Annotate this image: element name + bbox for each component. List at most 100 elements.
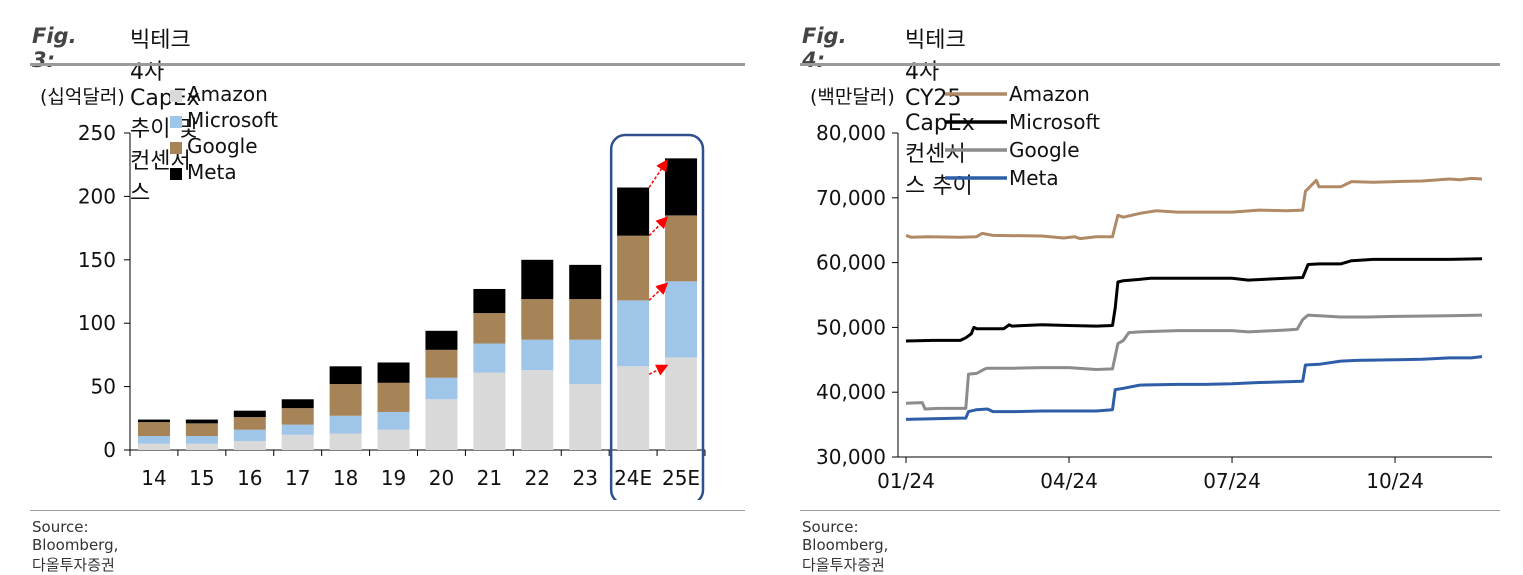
bar-segment-amazon <box>569 384 602 450</box>
growth-arrow-meta <box>648 159 668 188</box>
fig3-number: Fig. 3: <box>32 24 77 72</box>
bar-segment-google <box>617 235 650 301</box>
bar-segment-microsoft <box>521 339 554 371</box>
bar-segment-amazon <box>665 357 698 450</box>
fig4-top-rule <box>800 63 1500 66</box>
bar-x-tick-label: 15 <box>189 466 214 490</box>
bar-legend-label: Meta <box>187 160 237 184</box>
bar-y-tick-label: 200 <box>78 184 116 208</box>
bar-segment-google <box>521 299 554 340</box>
bar-segment-amazon <box>473 372 506 450</box>
bar-x-tick-label: 17 <box>285 466 310 490</box>
bar-segment-amazon <box>281 434 314 450</box>
bar-segment-microsoft <box>473 343 506 373</box>
line-series-google <box>905 313 1483 411</box>
bar-segment-microsoft <box>281 424 314 435</box>
bar-x-tick-label: 22 <box>525 466 550 490</box>
bar-segment-amazon <box>377 429 410 450</box>
bar-segment-amazon <box>425 399 458 450</box>
bar-x-tick-label: 24E <box>614 466 652 490</box>
forecast-highlight-box <box>609 133 705 500</box>
line-legend-label: Amazon <box>1009 82 1090 106</box>
bar-segment-microsoft <box>665 281 698 358</box>
fig4-number: Fig. 4: <box>802 24 847 72</box>
bar-segment-microsoft <box>185 436 218 444</box>
bar-legend-label: Microsoft <box>187 108 278 132</box>
bar-segment-microsoft <box>233 429 266 442</box>
fig3-top-rule <box>30 63 745 66</box>
bar-legend-swatch-google <box>170 142 182 154</box>
bar-segment-google <box>665 215 698 282</box>
bar-segment-google <box>425 349 458 378</box>
growth-arrow-amazon <box>648 364 669 376</box>
line-x-tick-label: 04/24 <box>1040 469 1098 493</box>
bar-segment-google <box>233 417 266 430</box>
fig3-title: 빅테크4사 CapEx 추이 및 컨센서스 <box>130 28 200 206</box>
bar-segment-microsoft <box>329 415 362 434</box>
bar-x-tick-label: 21 <box>477 466 502 490</box>
bar-segment-amazon <box>233 441 266 450</box>
line-y-tick-label: 30,000 <box>816 445 886 469</box>
bar-segment-meta <box>281 399 314 409</box>
line-y-tick-label: 70,000 <box>816 186 886 210</box>
line-x-tick-label: 07/24 <box>1203 469 1261 493</box>
line-legend-label: Google <box>1009 138 1080 162</box>
bar-y-tick-label: 100 <box>78 311 116 335</box>
line-y-tick-label: 40,000 <box>816 380 886 404</box>
bar-segment-meta <box>137 419 170 423</box>
line-x-tick-label: 10/24 <box>1366 469 1424 493</box>
line-y-tick-label: 80,000 <box>816 121 886 145</box>
bar-legend-swatch-microsoft <box>170 116 182 128</box>
growth-arrow-google <box>648 216 669 237</box>
bar-segment-microsoft <box>617 300 650 367</box>
line-series-amazon <box>905 176 1483 241</box>
bar-y-tick-label: 50 <box>91 375 116 399</box>
bar-x-tick-label: 25E <box>662 466 700 490</box>
line-series-microsoft <box>905 257 1483 343</box>
fig4-bottom-rule <box>800 510 1500 511</box>
capex-consensus-line-chart: 30,000 40,000 50,000 60,000 70,000 80,000 01/2… <box>810 82 1492 493</box>
bar-segment-meta <box>425 330 458 350</box>
bar-segment-microsoft <box>569 339 602 385</box>
bar-segment-meta <box>473 288 506 314</box>
bar-x-tick-label: 19 <box>381 466 406 490</box>
line-y-tick-label: 60,000 <box>816 251 886 275</box>
bar-y-tick-label: 250 <box>78 121 116 145</box>
bar-segment-amazon <box>521 370 554 450</box>
bar-segment-meta <box>185 419 218 424</box>
bar-y-tick-label: 0 <box>103 438 116 462</box>
bar-x-tick-label: 23 <box>572 466 597 490</box>
growth-arrow-microsoft <box>648 282 669 301</box>
capex-bar-chart: 0 50 100 150 200 250 (십억달러) 14 15 16 17 18 19 20 21 22 2… <box>40 82 706 500</box>
bar-y-tick-label: 150 <box>78 248 116 272</box>
bar-legend-label: Amazon <box>187 82 268 106</box>
bar-segment-meta <box>617 187 650 236</box>
bar-segment-amazon <box>329 433 362 450</box>
bar-segment-meta <box>377 362 410 383</box>
bar-segment-meta <box>665 158 698 216</box>
bar-x-tick-label: 20 <box>429 466 454 490</box>
bar-legend-swatch-amazon <box>170 90 182 102</box>
fig4-title: 빅테크4사 CY25 CapEx 컨센서스 추이 <box>905 28 975 199</box>
line-legend-label: Microsoft <box>1009 110 1100 134</box>
bar-segment-google <box>329 384 362 416</box>
line-legend-label: Meta <box>1009 166 1059 190</box>
bar-segment-google <box>281 408 314 425</box>
bar-segment-google <box>569 299 602 340</box>
line-y-tick-label: 50,000 <box>816 315 886 339</box>
bar-legend-label: Google <box>187 134 258 158</box>
bar-x-tick-label: 14 <box>141 466 166 490</box>
bar-segment-google <box>185 423 218 437</box>
bar-x-tick-label: 18 <box>333 466 358 490</box>
bar-segment-google <box>473 313 506 344</box>
bar-unit-label: (십억달러) <box>40 86 125 108</box>
bar-segment-amazon <box>617 366 650 450</box>
bar-segment-microsoft <box>425 377 458 400</box>
line-unit-label: (백만달러) <box>810 86 895 108</box>
bar-segment-amazon <box>137 443 170 450</box>
bar-segment-meta <box>329 366 362 385</box>
bar-segment-google <box>137 422 170 437</box>
bar-segment-meta <box>569 264 602 300</box>
bar-segment-meta <box>233 410 266 418</box>
bar-segment-google <box>377 382 410 412</box>
